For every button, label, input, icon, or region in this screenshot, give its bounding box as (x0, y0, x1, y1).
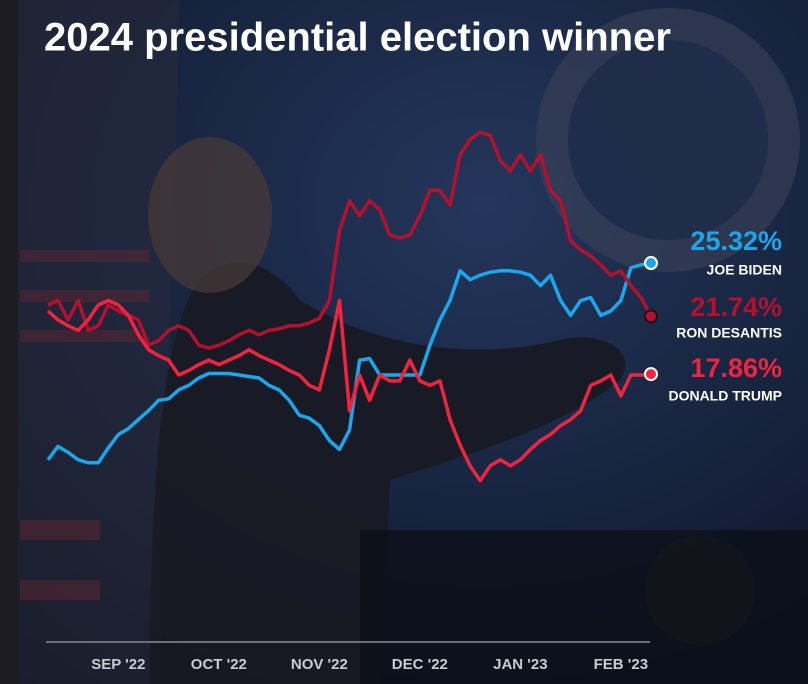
value-label: 25.32% (690, 226, 782, 256)
x-tick-label: OCT '22 (191, 656, 247, 673)
x-tick-label: FEB '23 (594, 656, 648, 673)
chart-title: 2024 presidential election winner (44, 16, 671, 60)
series-line (46, 298, 652, 483)
end-marker (644, 256, 658, 271)
value-label: 17.86% (690, 353, 782, 383)
x-tick-label: JAN '23 (493, 656, 547, 673)
series-line (46, 261, 652, 465)
x-tick-label: SEP '22 (91, 656, 145, 673)
legend-label: RON DESANTIS (676, 325, 782, 341)
value-label: 21.74% (690, 292, 782, 322)
x-tick-label: NOV '22 (291, 656, 348, 673)
x-tick-label: DEC '22 (392, 656, 448, 673)
end-marker (644, 367, 658, 382)
end-marker (644, 309, 658, 324)
series-line (47, 130, 653, 350)
legend-label: DONALD TRUMP (668, 388, 782, 404)
legend-label: JOE BIDEN (707, 262, 782, 278)
